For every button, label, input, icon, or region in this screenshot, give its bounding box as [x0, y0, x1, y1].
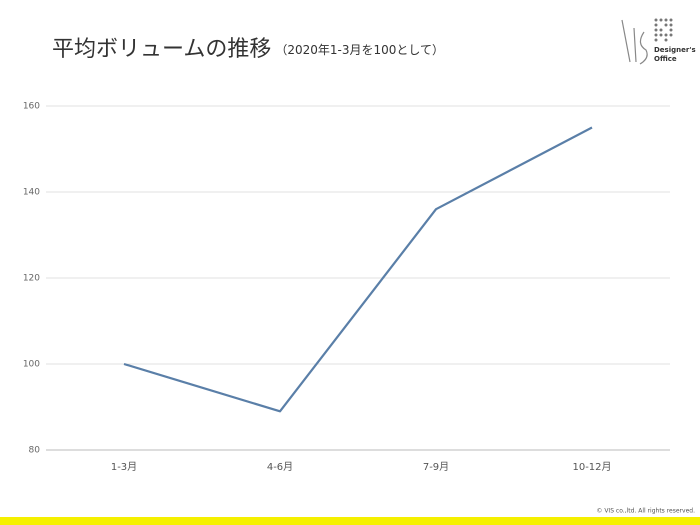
footer-bar: [0, 517, 700, 525]
x-tick-label: 10-12月: [572, 461, 611, 473]
y-tick-label: 160: [23, 102, 40, 112]
x-tick-label: 1-3月: [111, 461, 137, 473]
y-tick-label: 100: [23, 360, 40, 370]
logo-mark: [621, 19, 648, 65]
logo: Designer's Office: [621, 18, 696, 65]
chart-title: 平均ボリュームの推移 （2020年1-3月を100として）: [52, 37, 444, 62]
x-tick-label: 4-6月: [267, 461, 293, 473]
title: 平均ボリュームの推移: [52, 37, 271, 62]
data-line: [123, 126, 593, 413]
subtitle: （2020年1-3月を100として）: [275, 43, 444, 57]
y-tick-label: 80: [29, 446, 41, 456]
x-tick-label: 7-9月: [423, 461, 449, 473]
logo-text: Office: [654, 55, 677, 63]
logo-dots: [654, 18, 673, 42]
footer: © VIS co.,ltd. All rights reserved.: [596, 508, 695, 515]
y-tick-label: 140: [23, 188, 40, 198]
logo-text: Designer's: [654, 46, 696, 54]
y-tick-label: 120: [23, 274, 40, 284]
